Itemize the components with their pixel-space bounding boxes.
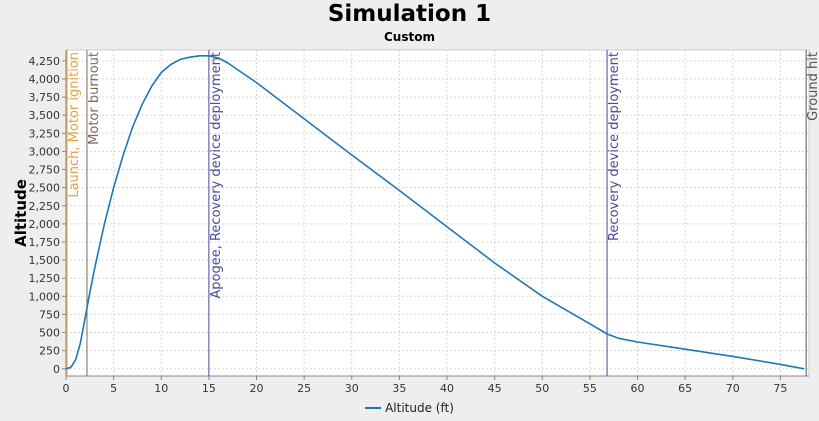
legend: Altitude (ft) xyxy=(0,401,819,415)
x-tick-label: 5 xyxy=(110,382,117,395)
x-tick-label: 45 xyxy=(488,382,502,395)
y-tick-label: 3,000 xyxy=(29,145,61,158)
x-tick-label: 65 xyxy=(678,382,692,395)
event-label: Apogee, Recovery device deployment xyxy=(209,52,224,299)
y-tick-label: 4,250 xyxy=(29,55,61,68)
chart-title: Simulation 1 xyxy=(327,1,492,27)
legend-swatch xyxy=(365,406,382,409)
x-tick-label: 10 xyxy=(154,382,168,395)
x-tick-label: 35 xyxy=(392,382,406,395)
plot-area xyxy=(65,49,810,377)
y-tick-label: 2,000 xyxy=(29,218,61,231)
y-tick-label: 250 xyxy=(39,345,60,358)
x-tick-label: 75 xyxy=(773,382,787,395)
y-tick-label: 3,750 xyxy=(29,91,61,104)
chart-subtitle: Custom xyxy=(384,30,435,44)
y-tick-label: 2,500 xyxy=(29,182,61,195)
series-line-altitude xyxy=(66,54,805,370)
x-tick-label: 70 xyxy=(726,382,740,395)
x-tick-label: 20 xyxy=(250,382,264,395)
legend-label: Altitude (ft) xyxy=(385,401,454,415)
y-tick-label: 1,000 xyxy=(29,290,61,303)
x-tick-label: 50 xyxy=(535,382,549,395)
x-tick-label: 25 xyxy=(297,382,311,395)
y-tick-label: 500 xyxy=(39,327,60,340)
x-tick-label: 30 xyxy=(345,382,359,395)
x-tick-label: 60 xyxy=(631,382,645,395)
x-tick-label: 55 xyxy=(583,382,597,395)
y-tick-label: 750 xyxy=(39,308,60,321)
y-tick-label: 2,750 xyxy=(29,164,61,177)
y-tick-label: 1,500 xyxy=(29,254,61,267)
x-tick-label: 15 xyxy=(202,382,216,395)
event-label: Recovery device deployment xyxy=(607,52,622,241)
y-axis-label: Altitude xyxy=(12,179,30,247)
y-tick-label: 3,500 xyxy=(29,109,61,122)
y-tick-label: 0 xyxy=(53,363,60,376)
y-tick-label: 2,250 xyxy=(29,200,61,213)
y-tick-label: 1,750 xyxy=(29,236,61,249)
event-label: Launch, Motor ignition xyxy=(67,52,82,198)
y-tick-label: 1,250 xyxy=(29,272,61,285)
event-label: Motor burnout xyxy=(87,52,102,145)
x-tick-label: 40 xyxy=(440,382,454,395)
x-tick-label: 0 xyxy=(63,382,70,395)
event-label: Ground hit xyxy=(806,52,819,121)
y-tick-label: 3,250 xyxy=(29,127,61,140)
y-tick-label: 4,000 xyxy=(29,73,61,86)
